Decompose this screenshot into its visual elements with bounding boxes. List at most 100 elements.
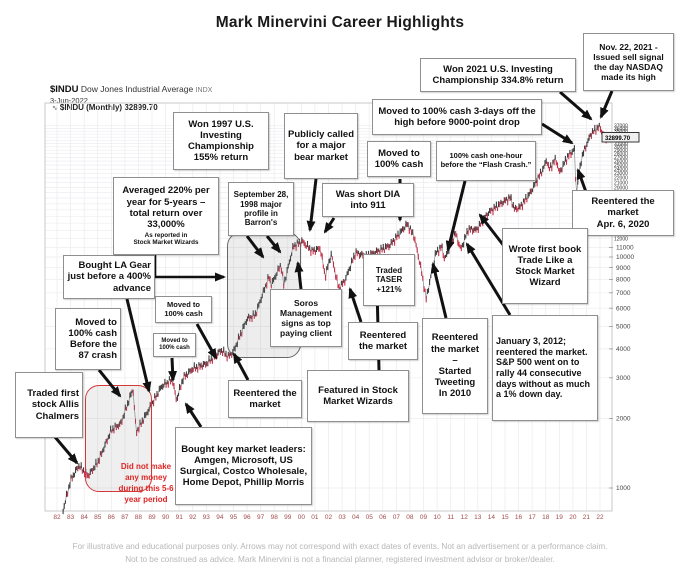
svg-text:05: 05 bbox=[366, 514, 374, 521]
annotation-text: Reentered the market bbox=[233, 387, 297, 410]
chart-date: 3-Jun-2022 bbox=[50, 95, 88, 105]
annotation-won2021: Won 2021 U.S. Investing Championship 334… bbox=[420, 58, 576, 92]
svg-text:16: 16 bbox=[515, 514, 523, 521]
annotation-text: Featured in Stock Market Wizards bbox=[318, 384, 398, 407]
annotation-sep1998: September 28, 1998 major profile in Barr… bbox=[228, 182, 294, 236]
annotation-text: Reentered the market – Started Tweeting … bbox=[430, 332, 480, 400]
annotation-tiny94: Moved to 100% cash bbox=[153, 333, 196, 357]
annotation-reentered03: Reentered the market bbox=[348, 322, 418, 360]
candlestick-icon: ∿ bbox=[52, 105, 58, 112]
svg-text:12000: 12000 bbox=[614, 237, 628, 243]
svg-text:26000: 26000 bbox=[614, 159, 628, 165]
disclaimer-line-1: For illustrative and educational purpose… bbox=[72, 542, 608, 551]
annotation-text: Was short DIA into 911 bbox=[335, 188, 401, 211]
annotation-lagear: Bought LA Gear just before a 400% advanc… bbox=[63, 255, 155, 299]
svg-text:13: 13 bbox=[474, 514, 482, 521]
svg-text:87: 87 bbox=[121, 514, 129, 521]
index-name: Dow Jones Industrial Average bbox=[80, 84, 194, 94]
svg-text:27000: 27000 bbox=[614, 155, 628, 161]
svg-text:06: 06 bbox=[379, 514, 387, 521]
annotation-text: Averaged 220% per year for 5-years – tot… bbox=[122, 185, 210, 230]
svg-text:32899.70: 32899.70 bbox=[605, 136, 631, 142]
ticker-symbol: $INDU bbox=[50, 84, 79, 95]
annotation-text: Wrote first book Trade Like a Stock Mark… bbox=[508, 243, 582, 289]
svg-text:4000: 4000 bbox=[616, 346, 631, 353]
svg-text:9000: 9000 bbox=[616, 265, 631, 272]
annotation-averaged: Averaged 220% per year for 5-years – tot… bbox=[113, 177, 219, 255]
svg-text:82: 82 bbox=[53, 514, 61, 521]
annotation-text: Moved to 100% cash bbox=[164, 299, 203, 318]
svg-text:03: 03 bbox=[338, 514, 346, 521]
annotation-moved3days: Moved to 100% cash 3-days off the high b… bbox=[372, 99, 542, 135]
annotation-text: Traded first stock Allis Chalmers bbox=[27, 388, 79, 422]
svg-text:21: 21 bbox=[583, 514, 591, 521]
svg-text:22: 22 bbox=[596, 514, 604, 521]
svg-text:11000: 11000 bbox=[616, 245, 634, 252]
annotation-text: Moved to 100% cash bbox=[159, 337, 190, 351]
annotation-reentered94: Reentered the market bbox=[228, 380, 302, 418]
disclaimer: For illustrative and educational purpose… bbox=[0, 541, 680, 566]
svg-text:91: 91 bbox=[176, 514, 184, 521]
annotation-text: 100% cash one-hour before the “Flash Cra… bbox=[440, 151, 532, 169]
annotation-text: Moved to 100% cash Before the 87 crash bbox=[68, 316, 117, 362]
svg-text:88: 88 bbox=[135, 514, 143, 521]
svg-text:10000: 10000 bbox=[616, 254, 634, 261]
annotation-text: January 3, 2012; reentered the market. S… bbox=[496, 336, 591, 400]
svg-text:17: 17 bbox=[528, 514, 536, 521]
svg-text:86: 86 bbox=[108, 514, 116, 521]
svg-text:20: 20 bbox=[569, 514, 577, 521]
svg-text:31000: 31000 bbox=[614, 141, 628, 147]
annotation-text: Traded TASER +121% bbox=[375, 265, 403, 294]
svg-text:00: 00 bbox=[298, 514, 306, 521]
annotation-text: Nov. 22, 2021 - Issued sell signal the d… bbox=[593, 41, 664, 83]
annotation-flash: 100% cash one-hour before the “Flash Cra… bbox=[436, 141, 536, 181]
svg-text:6000: 6000 bbox=[616, 305, 631, 312]
annotation-book: Wrote first book Trade Like a Stock Mark… bbox=[502, 228, 588, 304]
svg-text:94: 94 bbox=[216, 514, 224, 521]
page-title: Mark Minervini Career Highlights bbox=[215, 14, 465, 31]
annotation-dia: Was short DIA into 911 bbox=[322, 183, 414, 217]
svg-text:29000: 29000 bbox=[614, 148, 628, 154]
annotation-text: September 28, 1998 major profile in Barr… bbox=[233, 190, 289, 228]
annotation-rednote: Did not make any money during this 5-6 y… bbox=[112, 447, 180, 521]
annotation-jan2012: January 3, 2012; reentered the market. S… bbox=[492, 315, 598, 421]
svg-text:92: 92 bbox=[189, 514, 197, 521]
svg-text:04: 04 bbox=[352, 514, 360, 521]
svg-text:90: 90 bbox=[162, 514, 170, 521]
annotation-allis: Traded first stock Allis Chalmers bbox=[15, 372, 83, 438]
svg-text:98: 98 bbox=[271, 514, 279, 521]
svg-text:08: 08 bbox=[406, 514, 414, 521]
svg-text:24000: 24000 bbox=[614, 167, 628, 173]
svg-text:14: 14 bbox=[488, 514, 496, 521]
annotation-moved87: Moved to 100% cash Before the 87 crash bbox=[55, 308, 121, 370]
svg-text:99: 99 bbox=[284, 514, 292, 521]
annotation-keyleaders: Bought key market leaders: Amgen, Micros… bbox=[175, 427, 312, 505]
annotation-subtext: As reported in Stock Market Wizards bbox=[133, 232, 199, 247]
annotation-text: Publicly called for a major bear market bbox=[288, 129, 354, 163]
svg-text:21000: 21000 bbox=[614, 180, 628, 186]
disclaimer-line-2: Not to be construed as advice. Mark Mine… bbox=[125, 554, 555, 564]
svg-text:10: 10 bbox=[433, 514, 441, 521]
svg-text:93: 93 bbox=[203, 514, 211, 521]
svg-text:19: 19 bbox=[556, 514, 564, 521]
annotation-text: Bought key market leaders: Amgen, Micros… bbox=[179, 443, 308, 489]
svg-text:12: 12 bbox=[461, 514, 469, 521]
annotation-moved90: Moved to 100% cash bbox=[155, 296, 212, 323]
annotation-nov2021: Nov. 22, 2021 - Issued sell signal the d… bbox=[583, 33, 674, 91]
annotation-tweeting: Reentered the market – Started Tweeting … bbox=[422, 318, 488, 414]
svg-text:02: 02 bbox=[325, 514, 333, 521]
annotation-text: Moved to 100% cash bbox=[374, 147, 424, 170]
annotation-publicly: Publicly called for a major bear market bbox=[284, 113, 358, 179]
svg-text:37000: 37000 bbox=[614, 124, 628, 130]
svg-text:01: 01 bbox=[311, 514, 319, 521]
svg-text:3000: 3000 bbox=[616, 375, 631, 382]
svg-text:1000: 1000 bbox=[616, 485, 631, 492]
svg-text:28000: 28000 bbox=[614, 152, 628, 158]
svg-text:89: 89 bbox=[148, 514, 156, 521]
svg-text:22000: 22000 bbox=[614, 176, 628, 182]
svg-text:5000: 5000 bbox=[616, 324, 631, 331]
annotation-soros: Soros Management signs as top paying cli… bbox=[270, 289, 342, 347]
annotation-text: Reentered the market bbox=[358, 329, 408, 352]
svg-text:23000: 23000 bbox=[614, 171, 628, 177]
